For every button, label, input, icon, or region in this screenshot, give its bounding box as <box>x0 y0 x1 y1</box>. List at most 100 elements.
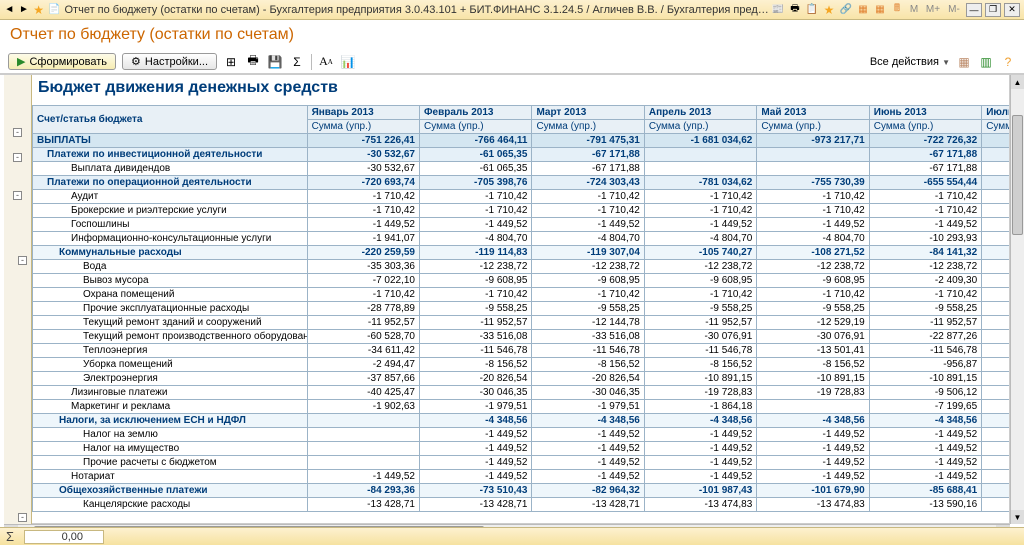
table-row[interactable]: Электроэнергия-37 857,66-20 826,54-20 82… <box>33 372 1011 386</box>
m-label[interactable]: M <box>907 3 921 17</box>
print-icon[interactable]: 🖶 <box>245 54 261 70</box>
col-month[interactable]: Июнь 2013 <box>869 106 981 120</box>
mplus-label[interactable]: M+ <box>924 3 942 17</box>
table-row[interactable]: Нотариат-1 449,52-1 449,52-1 449,52-1 44… <box>33 470 1011 484</box>
tb-grid1-icon[interactable]: ▦ <box>856 3 870 17</box>
favorite-icon[interactable]: ★ <box>33 3 44 17</box>
col-account[interactable]: Счет/статья бюджета <box>33 106 308 134</box>
play-icon: ▶ <box>17 55 25 68</box>
col-month[interactable]: Апрель 2013 <box>644 106 756 120</box>
col-sub[interactable]: Сумма (упр.) <box>644 120 756 134</box>
save-icon[interactable]: 💾 <box>267 54 283 70</box>
close-button[interactable]: ✕ <box>1004 3 1020 17</box>
table-row[interactable]: Коммунальные расходы-220 259,59-119 114,… <box>33 246 1011 260</box>
col-month[interactable]: Март 2013 <box>532 106 644 120</box>
tree-toggle[interactable]: - <box>18 513 27 522</box>
sum-icon[interactable]: Σ <box>289 54 305 70</box>
tb-icon-2[interactable]: 🖶 <box>788 3 802 17</box>
tb-icon-4[interactable]: 🔗 <box>839 3 853 17</box>
value-cell: -12 238,72 <box>757 260 869 274</box>
table-row[interactable]: Госпошлины-1 449,52-1 449,52-1 449,52-1 … <box>33 218 1011 232</box>
value-cell: -85 491,48 <box>982 148 1010 162</box>
restore-button[interactable]: ❐ <box>985 3 1001 17</box>
col-sub[interactable]: Сумма (упр.) <box>869 120 981 134</box>
table-row[interactable]: Теплоэнергия-34 611,42-11 546,78-11 546,… <box>33 344 1011 358</box>
vscroll-thumb[interactable] <box>1012 115 1023 235</box>
table-row[interactable]: Налог на землю-1 449,52-1 449,52-1 449,5… <box>33 428 1011 442</box>
tb2-table-icon[interactable]: ▥ <box>978 54 994 70</box>
scroll-down-icon[interactable]: ▼ <box>1011 510 1024 524</box>
tree-expand-icon[interactable]: ⊞ <box>223 54 239 70</box>
col-sub[interactable]: Сумма (упр.) <box>982 120 1010 134</box>
tb-star-icon[interactable]: ★ <box>822 3 836 17</box>
table-row[interactable]: Вывоз мусора-7 022,10-9 608,95-9 608,95-… <box>33 274 1011 288</box>
nav-back-icon[interactable]: ◄ <box>4 3 15 17</box>
col-month[interactable]: Февраль 2013 <box>420 106 532 120</box>
font-icon[interactable]: AA <box>318 54 334 70</box>
value-cell: -85 491,48 <box>982 162 1010 176</box>
scroll-up-icon[interactable]: ▲ <box>1011 75 1024 89</box>
table-row[interactable]: Аудит-1 710,42-1 710,42-1 710,42-1 710,4… <box>33 190 1011 204</box>
minimize-button[interactable]: — <box>966 3 982 17</box>
table-row[interactable]: Уборка помещений-2 494,47-8 156,52-8 156… <box>33 358 1011 372</box>
tree-toggle[interactable]: - <box>13 191 22 200</box>
tree-toggle[interactable]: - <box>13 128 22 137</box>
tb-icon-1[interactable]: 📰 <box>771 3 785 17</box>
col-sub[interactable]: Сумма (упр.) <box>307 120 419 134</box>
table-row[interactable]: Платежи по операционной деятельности-720… <box>33 176 1011 190</box>
tree-toggle[interactable]: - <box>13 153 22 162</box>
table-row[interactable]: Платежи по инвестиционной деятельности-3… <box>33 148 1011 162</box>
table-row[interactable]: ВЫПЛАТЫ-751 226,41-766 464,11-791 475,31… <box>33 134 1011 148</box>
value-cell: -1 449,52 <box>644 428 756 442</box>
tb2-grid-icon[interactable]: ▦ <box>956 54 972 70</box>
table-row[interactable]: Выплата дивидендов-30 532,67-61 065,35-6… <box>33 162 1011 176</box>
value-cell: -11 546,78 <box>532 344 644 358</box>
value-cell: -12 238,72 <box>532 260 644 274</box>
value-cell: -791 475,31 <box>532 134 644 148</box>
table-row[interactable]: Прочие эксплуатационные расходы-28 778,8… <box>33 302 1011 316</box>
col-sub[interactable]: Сумма (упр.) <box>532 120 644 134</box>
value-cell: -9 558,25 <box>757 302 869 316</box>
table-row[interactable]: Лизинговые платежи-40 425,47-30 046,35-3… <box>33 386 1011 400</box>
tb-calc-icon[interactable]: 🖩 <box>890 3 904 17</box>
help-icon[interactable]: ? <box>1000 54 1016 70</box>
table-row[interactable]: Брокерские и риэлтерские услуги-1 710,42… <box>33 204 1011 218</box>
col-sub[interactable]: Сумма (упр.) <box>757 120 869 134</box>
col-month[interactable]: Январь 2013 <box>307 106 419 120</box>
table-row[interactable]: Налоги, за исключением ЕСН и НДФЛ-4 348,… <box>33 414 1011 428</box>
tb-grid2-icon[interactable]: ▦ <box>873 3 887 17</box>
run-button[interactable]: ▶ Сформировать <box>8 53 116 70</box>
value-cell: -1 710,42 <box>757 190 869 204</box>
value-cell: -84 293,36 <box>307 484 419 498</box>
value-cell: -73 510,43 <box>420 484 532 498</box>
value-cell: -4 348,56 <box>420 414 532 428</box>
table-row[interactable]: Маркетинг и реклама-1 902,63-1 979,51-1 … <box>33 400 1011 414</box>
table-row[interactable]: Информационно-консультационные услуги-1 … <box>33 232 1011 246</box>
value-cell: -1 449,52 <box>982 456 1010 470</box>
all-actions-label: Все действия <box>870 56 939 68</box>
table-row[interactable]: Вода-35 303,36-12 238,72-12 238,72-12 23… <box>33 260 1011 274</box>
table-row[interactable]: Текущий ремонт производственного оборудо… <box>33 330 1011 344</box>
chart-icon[interactable]: 📊 <box>340 54 356 70</box>
col-month[interactable]: Июль 2013 <box>982 106 1010 120</box>
account-cell: Вывоз мусора <box>33 274 308 288</box>
vertical-scrollbar[interactable]: ▲ ▼ <box>1010 75 1024 524</box>
tb-icon-3[interactable]: 📋 <box>805 3 819 17</box>
table-row[interactable]: Общехозяйственные платежи-84 293,36-73 5… <box>33 484 1011 498</box>
tree-gutter: - - - - - <box>4 75 32 524</box>
col-sub[interactable]: Сумма (упр.) <box>420 120 532 134</box>
value-cell: -1 710,42 <box>420 288 532 302</box>
mminus-label[interactable]: M- <box>945 3 963 17</box>
tree-toggle[interactable]: - <box>18 256 27 265</box>
table-row[interactable]: Канцелярские расходы-13 428,71-13 428,71… <box>33 498 1011 512</box>
table-row[interactable]: Охрана помещений-1 710,42-1 710,42-1 710… <box>33 288 1011 302</box>
settings-button[interactable]: ⚙ Настройки... <box>122 53 217 70</box>
nav-fwd-icon[interactable]: ► <box>19 3 30 17</box>
account-cell: Теплоэнергия <box>33 344 308 358</box>
table-row[interactable]: Налог на имущество-1 449,52-1 449,52-1 4… <box>33 442 1011 456</box>
all-actions-button[interactable]: Все действия ▼ <box>870 56 950 68</box>
value-cell: -9 558,25 <box>420 302 532 316</box>
table-row[interactable]: Текущий ремонт зданий и сооружений-11 95… <box>33 316 1011 330</box>
col-month[interactable]: Май 2013 <box>757 106 869 120</box>
table-row[interactable]: Прочие расчеты с бюджетом-1 449,52-1 449… <box>33 456 1011 470</box>
